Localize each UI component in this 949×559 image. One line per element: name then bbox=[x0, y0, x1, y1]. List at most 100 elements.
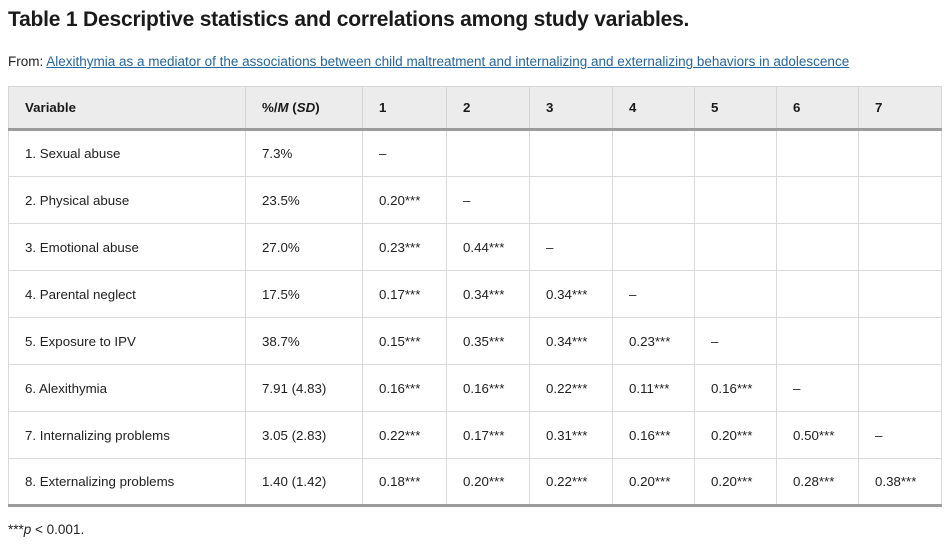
correlation-cell: 0.18*** bbox=[362, 458, 447, 508]
correlation-cell: 0.38*** bbox=[858, 458, 942, 508]
correlation-cell bbox=[612, 176, 695, 225]
table-row: 1. Sexual abuse 7.3% – bbox=[8, 129, 942, 178]
from-label: From: bbox=[8, 54, 44, 70]
correlation-cell: – bbox=[694, 317, 777, 366]
stat-header-post: ) bbox=[315, 100, 320, 116]
correlation-cell: – bbox=[362, 129, 447, 178]
correlation-cell: 0.16*** bbox=[446, 364, 530, 413]
table-row: 7. Internalizing problems 3.05 (2.83) 0.22… bbox=[8, 411, 942, 460]
correlation-cell bbox=[529, 129, 613, 178]
correlation-cell: – bbox=[529, 223, 613, 272]
correlation-cell: 0.20*** bbox=[694, 411, 777, 460]
correlation-cell: 0.20*** bbox=[612, 458, 695, 508]
correlation-cell bbox=[858, 364, 942, 413]
stat-cell: 38.7% bbox=[245, 317, 363, 366]
correlation-cell bbox=[776, 317, 859, 366]
correlation-cell: 0.15*** bbox=[362, 317, 447, 366]
correlation-cell: 0.23*** bbox=[362, 223, 447, 272]
correlation-cell bbox=[776, 270, 859, 319]
column-header-variable: Variable bbox=[8, 86, 246, 132]
stat-cell: 27.0% bbox=[245, 223, 363, 272]
stat-cell: 7.3% bbox=[245, 129, 363, 178]
column-header-stat: %/M (SD) bbox=[245, 86, 363, 132]
variable-cell: 1. Sexual abuse bbox=[8, 129, 246, 178]
correlation-cell bbox=[612, 129, 695, 178]
variable-cell: 6. Alexithymia bbox=[8, 364, 246, 413]
correlation-cell bbox=[694, 223, 777, 272]
correlation-cell bbox=[694, 129, 777, 178]
correlation-cell: 0.16*** bbox=[362, 364, 447, 413]
stat-header-sd: SD bbox=[296, 100, 316, 116]
column-header-5: 5 bbox=[694, 86, 777, 132]
correlation-table: Variable %/M (SD) 1 2 3 4 5 6 7 1. Sexua… bbox=[8, 86, 942, 508]
correlation-cell bbox=[694, 176, 777, 225]
correlation-cell bbox=[776, 223, 859, 272]
correlation-cell: – bbox=[776, 364, 859, 413]
stat-cell: 17.5% bbox=[245, 270, 363, 319]
correlation-cell bbox=[776, 129, 859, 178]
footnote-p-symbol: p bbox=[23, 522, 32, 538]
article-table-page: Table 1 Descriptive statistics and corre… bbox=[8, 8, 942, 537]
column-header-4: 4 bbox=[612, 86, 695, 132]
column-header-7: 7 bbox=[858, 86, 942, 132]
correlation-cell bbox=[529, 176, 613, 225]
variable-cell: 3. Emotional abuse bbox=[8, 223, 246, 272]
correlation-cell: 0.22*** bbox=[529, 364, 613, 413]
correlation-cell: 0.20*** bbox=[694, 458, 777, 508]
correlation-cell: 0.11*** bbox=[612, 364, 695, 413]
variable-cell: 2. Physical abuse bbox=[8, 176, 246, 225]
significance-footnote: ***p < 0.001. bbox=[8, 522, 941, 537]
correlation-cell bbox=[858, 223, 942, 272]
correlation-cell bbox=[694, 270, 777, 319]
table-body: 1. Sexual abuse 7.3% –2. Physical abuse 23.… bbox=[8, 129, 942, 508]
column-header-2: 2 bbox=[446, 86, 530, 132]
correlation-cell bbox=[776, 176, 859, 225]
table-row: 5. Exposure to IPV 38.7% 0.15*** 0.35*** 0.3… bbox=[8, 317, 942, 366]
stat-cell: 1.40 (1.42) bbox=[245, 458, 363, 508]
correlation-cell bbox=[612, 223, 695, 272]
correlation-cell: 0.35*** bbox=[446, 317, 530, 366]
stat-cell: 3.05 (2.83) bbox=[245, 411, 363, 460]
table-row: 4. Parental neglect 17.5% 0.17*** 0.34*** 0.… bbox=[8, 270, 942, 319]
article-link[interactable]: Alexithymia as a mediator of the associa… bbox=[46, 54, 850, 70]
column-header-1: 1 bbox=[362, 86, 447, 132]
footnote-stars: *** bbox=[8, 522, 24, 538]
stat-header-mean: M bbox=[277, 100, 289, 116]
stat-header-pre: %/ bbox=[262, 100, 278, 116]
table-row: 2. Physical abuse 23.5% 0.20*** – bbox=[8, 176, 942, 225]
correlation-cell: 0.17*** bbox=[446, 411, 530, 460]
table-row: 3. Emotional abuse 27.0% 0.23*** 0.44*** – bbox=[8, 223, 942, 272]
table-row: 8. Externalizing problems 1.40 (1.42) 0.18… bbox=[8, 458, 942, 508]
page-title: Table 1 Descriptive statistics and corre… bbox=[8, 8, 690, 31]
stat-header-mid: ( bbox=[288, 100, 297, 116]
correlation-cell: 0.28*** bbox=[776, 458, 859, 508]
column-header-3: 3 bbox=[529, 86, 613, 132]
correlation-cell bbox=[858, 270, 942, 319]
correlation-cell: – bbox=[612, 270, 695, 319]
correlation-cell: 0.16*** bbox=[694, 364, 777, 413]
correlation-cell: 0.20*** bbox=[446, 458, 530, 508]
correlation-cell: – bbox=[446, 176, 530, 225]
stat-cell: 7.91 (4.83) bbox=[245, 364, 363, 413]
correlation-cell bbox=[446, 129, 530, 178]
correlation-cell: 0.34*** bbox=[529, 270, 613, 319]
correlation-cell: 0.31*** bbox=[529, 411, 613, 460]
source-line: From: Alexithymia as a mediator of the as… bbox=[8, 54, 941, 69]
correlation-cell: – bbox=[858, 411, 942, 460]
table-row: 6. Alexithymia 7.91 (4.83) 0.16*** 0.16*** 0… bbox=[8, 364, 942, 413]
correlation-cell: 0.17*** bbox=[362, 270, 447, 319]
correlation-cell: 0.23*** bbox=[612, 317, 695, 366]
correlation-cell: 0.44*** bbox=[446, 223, 530, 272]
correlation-cell: 0.34*** bbox=[529, 317, 613, 366]
footnote-text: < 0.001. bbox=[31, 522, 85, 538]
correlation-cell: 0.20*** bbox=[362, 176, 447, 225]
stat-cell: 23.5% bbox=[245, 176, 363, 225]
variable-cell: 8. Externalizing problems bbox=[8, 458, 246, 508]
variable-cell: 7. Internalizing problems bbox=[8, 411, 246, 460]
correlation-cell: 0.34*** bbox=[446, 270, 530, 319]
correlation-cell bbox=[858, 176, 942, 225]
correlation-cell: 0.50*** bbox=[776, 411, 859, 460]
correlation-cell: 0.22*** bbox=[362, 411, 447, 460]
column-header-6: 6 bbox=[776, 86, 859, 132]
table-head: Variable %/M (SD) 1 2 3 4 5 6 7 bbox=[8, 86, 942, 132]
